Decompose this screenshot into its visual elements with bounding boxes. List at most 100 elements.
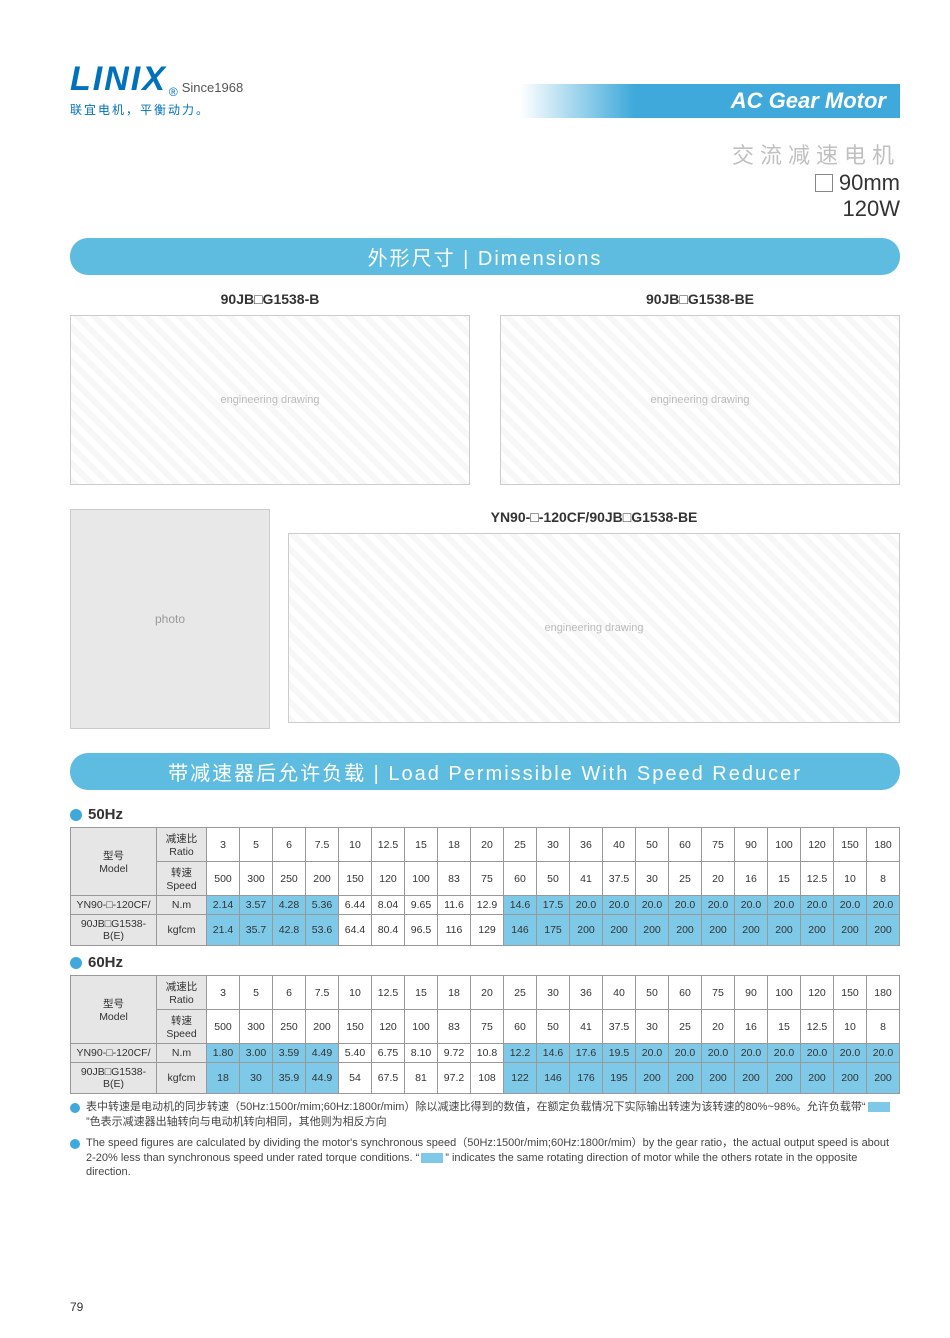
kgfcm-cell: 195 <box>603 1063 636 1094</box>
speed-cell: 60 <box>504 862 537 896</box>
nm-cell: 6.44 <box>339 896 372 915</box>
kgfcm-cell: 146 <box>504 915 537 946</box>
ratio-cell: 12.5 <box>372 828 405 862</box>
speed-cell: 120 <box>372 862 405 896</box>
kgfcm-cell: 129 <box>471 915 504 946</box>
nm-cell: 20.0 <box>702 1044 735 1063</box>
drawing-3: YN90-□-120CF/90JB□G1538-BE engineering d… <box>288 509 900 729</box>
ratio-cell: 3 <box>207 976 240 1010</box>
nm-cell: 20.0 <box>801 1044 834 1063</box>
kgfcm-cell: 175 <box>537 915 570 946</box>
kgfcm-cell: 200 <box>801 915 834 946</box>
size-box-icon <box>815 174 833 192</box>
ratio-cell: 180 <box>867 828 900 862</box>
speed-cell: 50 <box>537 862 570 896</box>
speed-cell: 250 <box>273 862 306 896</box>
speed-cell: 100 <box>405 1010 438 1044</box>
kgfcm-cell: 146 <box>537 1063 570 1094</box>
kgfcm-cell: 81 <box>405 1063 438 1094</box>
speed-cell: 120 <box>372 1010 405 1044</box>
kgfcm-cell: 200 <box>735 915 768 946</box>
nm-cell: 17.6 <box>570 1044 603 1063</box>
nm-cell: 12.9 <box>471 896 504 915</box>
kgfcm-cell: 200 <box>636 915 669 946</box>
ratio-cell: 120 <box>801 976 834 1010</box>
ratio-cell: 40 <box>603 828 636 862</box>
ratio-cell: 25 <box>504 976 537 1010</box>
product-photo: photo <box>70 509 270 729</box>
ratio-cell: 36 <box>570 828 603 862</box>
nm-cell: 5.36 <box>306 896 339 915</box>
nm-cell: 20.0 <box>735 896 768 915</box>
section-bar-load: 带减速器后允许负载 | Load Permissible With Speed … <box>70 753 900 790</box>
nm-cell: 3.00 <box>240 1044 273 1063</box>
nm-cell: 11.6 <box>438 896 471 915</box>
speed-cell: 15 <box>768 1010 801 1044</box>
speed-cell: 37.5 <box>603 1010 636 1044</box>
ratio-cell: 15 <box>405 828 438 862</box>
speed-cell: 25 <box>669 1010 702 1044</box>
ratio-cell: 120 <box>801 828 834 862</box>
speed-cell: 200 <box>306 1010 339 1044</box>
kgfcm-cell: 200 <box>669 1063 702 1094</box>
since-label: Since1968 <box>182 80 243 99</box>
ratio-header: 减速比Ratio <box>157 828 207 862</box>
kgfcm-cell: 21.4 <box>207 915 240 946</box>
speed-cell: 60 <box>504 1010 537 1044</box>
speed-cell: 500 <box>207 862 240 896</box>
speed-cell: 300 <box>240 862 273 896</box>
spec-table-50hz: 型号Model减速比Ratio3567.51012.51518202530364… <box>70 827 900 946</box>
speed-cell: 200 <box>306 862 339 896</box>
drawings-row-2: photo YN90-□-120CF/90JB□G1538-BE enginee… <box>70 509 900 729</box>
speed-cell: 41 <box>570 1010 603 1044</box>
ratio-cell: 150 <box>834 976 867 1010</box>
model-2: 90JB□G1538-B(E) <box>71 915 157 946</box>
kgfcm-cell: 200 <box>669 915 702 946</box>
nm-cell: 3.57 <box>240 896 273 915</box>
freq-header-60: 60Hz <box>70 954 900 971</box>
nm-cell: 20.0 <box>636 896 669 915</box>
logo-block: LINIX ® Since1968 联宜电机，平衡动力。 <box>70 60 243 118</box>
ratio-cell: 18 <box>438 976 471 1010</box>
kgfcm-cell: 176 <box>570 1063 603 1094</box>
speed-cell: 8 <box>867 1010 900 1044</box>
kgfcm-cell: 67.5 <box>372 1063 405 1094</box>
speed-cell: 150 <box>339 1010 372 1044</box>
nm-cell: 6.75 <box>372 1044 405 1063</box>
nm-cell: 4.49 <box>306 1044 339 1063</box>
ratio-cell: 60 <box>669 828 702 862</box>
ratio-cell: 12.5 <box>372 976 405 1010</box>
speed-cell: 12.5 <box>801 862 834 896</box>
ratio-cell: 25 <box>504 828 537 862</box>
speed-cell: 25 <box>669 862 702 896</box>
kgfcm-cell: 200 <box>603 915 636 946</box>
ratio-cell: 50 <box>636 828 669 862</box>
kgfcm-cell: 200 <box>735 1063 768 1094</box>
kgfcm-cell: 30 <box>240 1063 273 1094</box>
ratio-cell: 180 <box>867 976 900 1010</box>
subtitle-block: 交流减速电机 90mm 120W <box>70 138 900 222</box>
unit-nm: N.m <box>157 896 207 915</box>
bullet-icon <box>70 957 82 969</box>
nm-cell: 1.80 <box>207 1044 240 1063</box>
speed-cell: 83 <box>438 862 471 896</box>
kgfcm-cell: 53.6 <box>306 915 339 946</box>
ratio-cell: 6 <box>273 828 306 862</box>
drawing-1-title: 90JB□G1538-B <box>70 291 470 307</box>
nm-cell: 14.6 <box>537 1044 570 1063</box>
ratio-cell: 6 <box>273 976 306 1010</box>
freq-label-60: 60Hz <box>88 954 123 971</box>
swatch-icon <box>421 1153 443 1163</box>
ratio-cell: 50 <box>636 976 669 1010</box>
freq-label-50: 50Hz <box>88 806 123 823</box>
unit-nm: N.m <box>157 1044 207 1063</box>
nm-cell: 8.10 <box>405 1044 438 1063</box>
freq-header-50: 50Hz <box>70 806 900 823</box>
nm-cell: 20.0 <box>669 896 702 915</box>
speed-cell: 41 <box>570 862 603 896</box>
section-bar-dimensions: 外形尺寸 | Dimensions <box>70 238 900 275</box>
nm-cell: 20.0 <box>735 1044 768 1063</box>
kgfcm-cell: 96.5 <box>405 915 438 946</box>
drawing-1-image: engineering drawing <box>70 315 470 485</box>
speed-cell: 20 <box>702 862 735 896</box>
